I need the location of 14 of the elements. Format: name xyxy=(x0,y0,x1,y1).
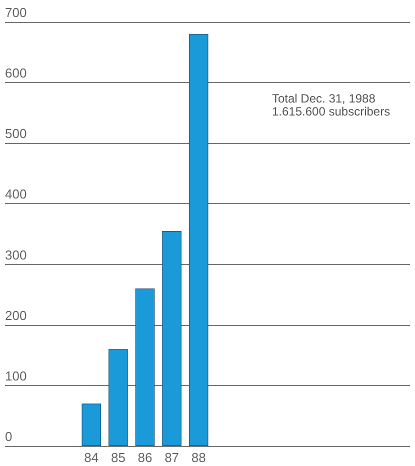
y-tick-label: 500 xyxy=(5,126,27,142)
x-tick-label: 85 xyxy=(110,450,126,465)
x-tick-label: 84 xyxy=(84,450,99,465)
y-tick-label: 0 xyxy=(5,429,12,444)
y-tick-label: 600 xyxy=(5,66,27,81)
y-tick-label: 300 xyxy=(5,247,27,262)
x-tick-label: 88 xyxy=(191,450,206,465)
x-tick-label: 86 xyxy=(138,450,152,465)
x-tick-label: 87 xyxy=(164,450,180,465)
text: Total Dec. 31, 1988 1.615.600 subscribers xyxy=(272,92,390,118)
y-tick-label: 400 xyxy=(5,186,27,202)
y-tick-label: 100 xyxy=(5,368,27,384)
y-tick-label: 700 xyxy=(5,5,27,20)
y-tick-label: 200 xyxy=(5,308,27,323)
